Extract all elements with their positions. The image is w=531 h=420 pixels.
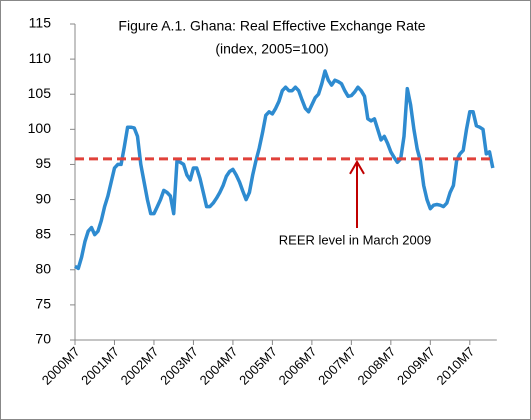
y-tick-label: 70 (35, 331, 51, 347)
chart-subtitle: (index, 2005=100) (215, 41, 328, 57)
y-tick-label: 95 (35, 155, 51, 171)
y-tick-label: 110 (29, 50, 52, 66)
y-tick-label: 85 (35, 225, 51, 241)
y-tick-label: 100 (28, 120, 52, 136)
series-line (74, 69, 495, 271)
y-tick-label: 115 (29, 15, 52, 31)
arrow-head (349, 159, 365, 175)
chart-title: Figure A.1. Ghana: Real Effective Exchan… (118, 18, 425, 34)
y-tick-label: 105 (28, 85, 52, 101)
y-tick-label: 75 (35, 296, 51, 312)
y-tick-label: 90 (35, 190, 51, 206)
y-tick-label: 80 (35, 260, 51, 276)
annotation-label: REER level in March 2009 (279, 232, 431, 247)
